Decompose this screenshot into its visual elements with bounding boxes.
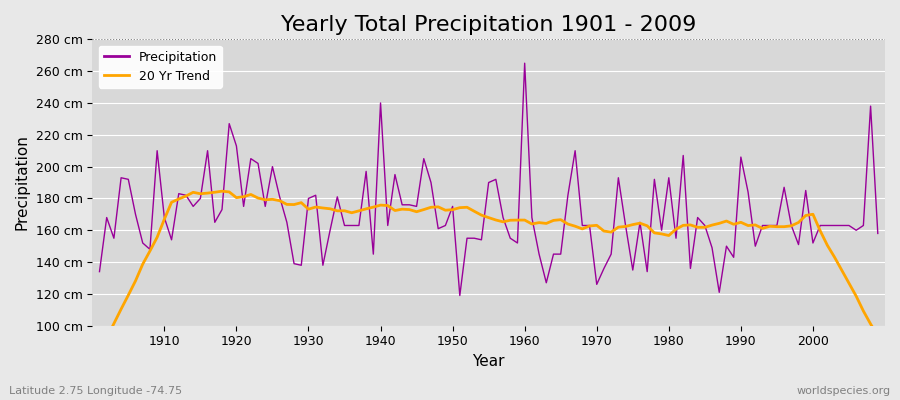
Title: Yearly Total Precipitation 1901 - 2009: Yearly Total Precipitation 1901 - 2009 [281,15,697,35]
Legend: Precipitation, 20 Yr Trend: Precipitation, 20 Yr Trend [98,46,221,88]
Y-axis label: Precipitation: Precipitation [15,134,30,230]
Text: worldspecies.org: worldspecies.org [796,386,891,396]
X-axis label: Year: Year [472,354,505,369]
Text: Latitude 2.75 Longitude -74.75: Latitude 2.75 Longitude -74.75 [9,386,182,396]
